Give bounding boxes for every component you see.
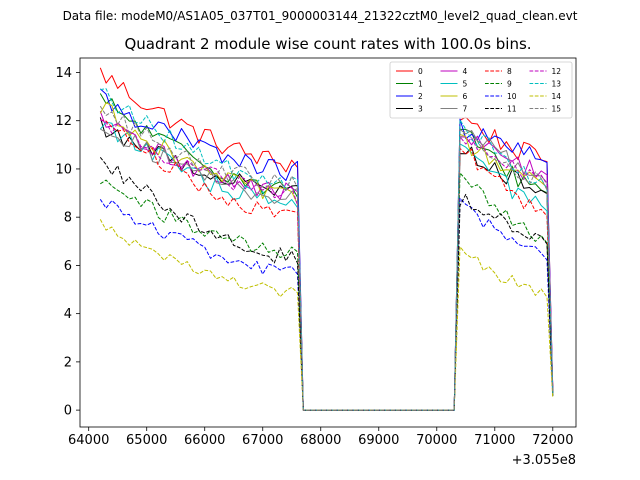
- axes-frame: [79, 57, 577, 428]
- legend-label-10: 10: [507, 92, 517, 101]
- legend-label-12: 12: [552, 67, 562, 76]
- legend-label-3: 3: [418, 104, 423, 113]
- series-line-2: [99, 88, 554, 411]
- legend-label-0: 0: [418, 67, 423, 76]
- x-tick-label-65000: 65000: [126, 433, 167, 448]
- series-line-5: [99, 121, 554, 411]
- legend-label-15: 15: [552, 104, 562, 113]
- series-line-0: [99, 67, 554, 411]
- y-tick-label-2: 2: [64, 355, 72, 370]
- legend-label-6: 6: [463, 92, 468, 101]
- x-tick-label-72000: 72000: [532, 433, 573, 448]
- x-tick-label-66000: 66000: [184, 433, 225, 448]
- y-tick-label-6: 6: [64, 259, 72, 274]
- legend-label-1: 1: [418, 79, 423, 88]
- legend-label-9: 9: [507, 79, 512, 88]
- series-line-14: [99, 219, 554, 411]
- legend-label-8: 8: [507, 67, 512, 76]
- x-tick-label-71000: 71000: [474, 433, 515, 448]
- series-lines: [99, 67, 554, 411]
- y-tick-label-8: 8: [64, 211, 72, 226]
- series-line-1: [99, 93, 554, 411]
- y-tick-label-12: 12: [55, 114, 72, 129]
- series-line-3: [99, 117, 554, 411]
- legend-label-2: 2: [418, 92, 423, 101]
- y-tick-label-10: 10: [55, 162, 72, 177]
- legend-label-13: 13: [552, 79, 562, 88]
- x-tick-label-67000: 67000: [242, 433, 283, 448]
- series-line-9: [100, 172, 554, 411]
- legend-label-4: 4: [463, 67, 468, 76]
- series-line-13: [100, 88, 554, 411]
- series-line-12: [100, 119, 554, 411]
- y-tick-label-0: 0: [64, 404, 72, 419]
- legend-label-7: 7: [463, 104, 468, 113]
- series-line-7: [100, 128, 554, 411]
- series-line-4: [99, 111, 554, 411]
- series-line-10: [99, 197, 554, 411]
- chart-title: Quadrant 2 module wise count rates with …: [124, 35, 532, 53]
- chart-supertitle: Data file: modeM0/AS1A05_037T01_90000031…: [62, 9, 578, 23]
- legend-label-5: 5: [463, 79, 468, 88]
- x-tick-label-64000: 64000: [68, 433, 109, 448]
- legend-label-14: 14: [552, 92, 562, 101]
- legend-label-11: 11: [507, 104, 517, 113]
- x-tick-label-70000: 70000: [416, 433, 457, 448]
- series-line-15: [99, 105, 554, 411]
- x-tick-label-68000: 68000: [300, 433, 341, 448]
- x-tick-label-69000: 69000: [358, 433, 399, 448]
- x-axis-offset-label: +3.055e8: [511, 453, 576, 468]
- series-line-8: [100, 119, 554, 411]
- series-line-11: [99, 156, 554, 411]
- y-tick-label-14: 14: [55, 66, 72, 81]
- y-tick-label-4: 4: [64, 307, 72, 322]
- legend-box: [389, 61, 573, 119]
